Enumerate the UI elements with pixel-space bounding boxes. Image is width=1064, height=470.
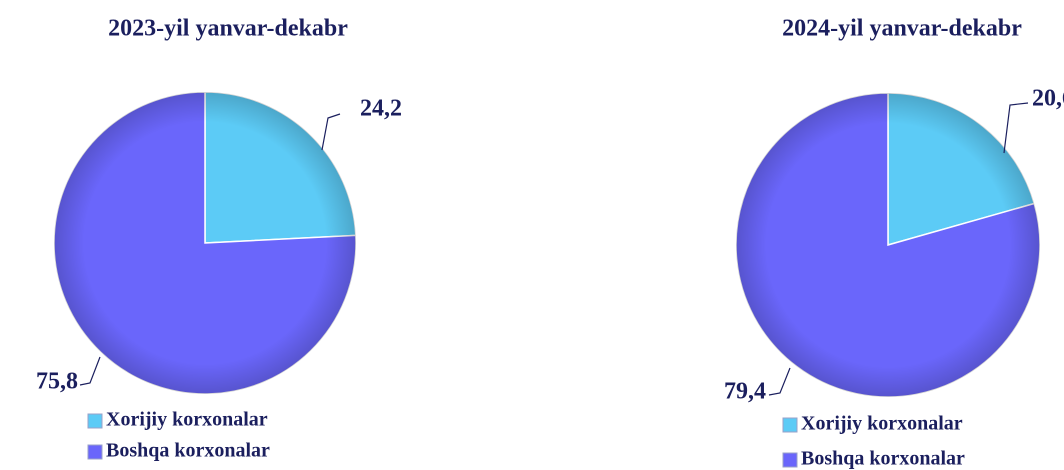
data-label: 20,6	[1032, 86, 1064, 112]
chart-title: 2023-yil yanvar-dekabr	[108, 16, 348, 42]
pie-chart: 2024-yil yanvar-dekabr 20,6 79,4 Xorijiy ko…	[724, 16, 1064, 470]
leader-line	[79, 356, 101, 386]
legend-swatch	[87, 444, 103, 460]
leader-line	[768, 367, 791, 396]
leader-line	[321, 113, 341, 151]
legend-swatch	[782, 452, 798, 468]
legend-label: Xorijiy korxonalar	[801, 413, 963, 435]
legend-swatch	[782, 417, 798, 433]
leader-line	[1003, 102, 1029, 154]
legend-label: Xorijiy korxonalar	[106, 409, 268, 431]
pie-chart: 2023-yil yanvar-dekabr 24,2 75,8 Xorijiy ko…	[36, 16, 402, 462]
legend-label: Boshqa korxonalar	[106, 440, 270, 462]
data-label: 24,2	[360, 96, 402, 122]
legend-swatch	[87, 413, 103, 429]
data-label: 79,4	[724, 379, 766, 405]
pie-slice	[204, 91, 357, 244]
legend-label: Boshqa korxonalar	[801, 448, 965, 470]
chart-title: 2024-yil yanvar-dekabr	[782, 16, 1022, 42]
data-label: 75,8	[36, 369, 78, 395]
